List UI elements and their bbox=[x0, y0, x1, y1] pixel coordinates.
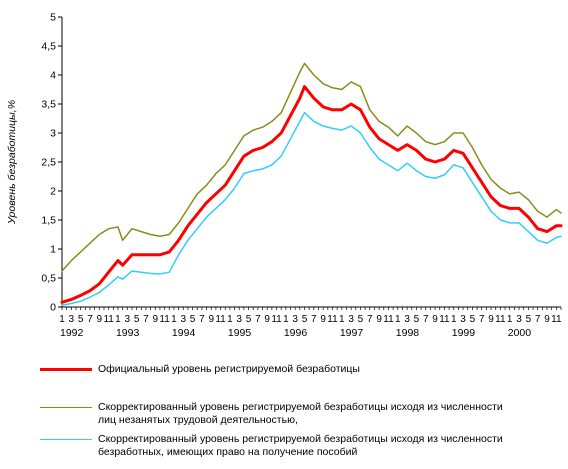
y-axis-label: Уровень безработицы,% bbox=[6, 100, 18, 225]
x-tick-label: 9 bbox=[488, 314, 494, 325]
x-tick-label: 5 bbox=[414, 314, 420, 325]
x-tick-label: 11 bbox=[383, 314, 394, 325]
legend-label-official: Официальный уровень регистрируемой безра… bbox=[98, 363, 360, 375]
x-tick-label: 11 bbox=[159, 314, 170, 325]
x-tick-label: 1 bbox=[451, 314, 457, 325]
x-tick-label: 11 bbox=[439, 314, 450, 325]
x-year-label: 1994 bbox=[172, 327, 196, 339]
x-tick-label: 1 bbox=[395, 314, 401, 325]
x-tick-label: 9 bbox=[208, 314, 214, 325]
x-year-label: 1996 bbox=[284, 327, 308, 339]
x-tick-label: 5 bbox=[78, 314, 84, 325]
x-tick-label: 11 bbox=[327, 314, 338, 325]
x-tick-label: 9 bbox=[320, 314, 326, 325]
x-tick-label: 5 bbox=[358, 314, 364, 325]
x-tick-label: 11 bbox=[551, 314, 562, 325]
x-tick-label: 3 bbox=[125, 314, 131, 325]
x-tick-label: 9 bbox=[544, 314, 550, 325]
y-tick-label: 2 bbox=[50, 186, 56, 198]
series-layer bbox=[60, 62, 563, 307]
x-tick-label: 5 bbox=[246, 314, 252, 325]
y-tick-label: 5 bbox=[50, 12, 56, 24]
x-tick-label: 9 bbox=[152, 314, 158, 325]
x-tick-label: 3 bbox=[348, 314, 354, 325]
x-tick-label: 7 bbox=[255, 314, 261, 325]
y-tick-label: 3 bbox=[50, 128, 56, 140]
x-tick-label: 5 bbox=[526, 314, 532, 325]
x-tick-label: 3 bbox=[516, 314, 522, 325]
x-year-label: 1995 bbox=[228, 327, 252, 339]
x-tick-label: 11 bbox=[495, 314, 506, 325]
x-tick-label: 7 bbox=[87, 314, 93, 325]
x-tick-label: 3 bbox=[460, 314, 466, 325]
x-tick-label: 1 bbox=[227, 314, 233, 325]
x-tick-label: 7 bbox=[423, 314, 429, 325]
x-tick-label: 1 bbox=[115, 314, 121, 325]
x-tick-label: 3 bbox=[180, 314, 186, 325]
x-tick-label: 3 bbox=[236, 314, 242, 325]
x-tick-label: 5 bbox=[470, 314, 476, 325]
x-tick-label: 9 bbox=[432, 314, 438, 325]
y-tick-label: 1 bbox=[50, 244, 56, 256]
x-tick-label: 7 bbox=[311, 314, 317, 325]
y-tick-label: 4 bbox=[50, 70, 56, 82]
x-tick-label: 11 bbox=[271, 314, 282, 325]
x-tick-label: 9 bbox=[97, 314, 103, 325]
y-tick-label: 4,5 bbox=[41, 41, 56, 53]
x-year-label: 1993 bbox=[116, 327, 140, 339]
y-tick-label: 1,5 bbox=[41, 215, 56, 227]
x-tick-label: 5 bbox=[302, 314, 308, 325]
y-tick-label: 0 bbox=[50, 302, 56, 314]
x-tick-label: 7 bbox=[479, 314, 485, 325]
x-tick-label: 1 bbox=[59, 314, 65, 325]
x-tick-label: 7 bbox=[143, 314, 149, 325]
y-axis: 0 0,5 1 1,5 2 2,5 3 3,5 4 4,5 5 bbox=[41, 12, 63, 314]
x-tick-label: 5 bbox=[190, 314, 196, 325]
legend-swatch-adjusted-non-employed bbox=[40, 407, 92, 408]
x-tick-label: 7 bbox=[199, 314, 205, 325]
x-tick-label: 11 bbox=[215, 314, 226, 325]
x-tick-label: 3 bbox=[404, 314, 410, 325]
y-tick-label: 3,5 bbox=[41, 99, 56, 111]
x-tick-label: 3 bbox=[69, 314, 75, 325]
x-year-label: 1998 bbox=[396, 327, 420, 339]
legend-label-adjusted-non-employed: Скорректированный уровень регистрируемой… bbox=[98, 401, 503, 426]
x-tick-label: 11 bbox=[103, 314, 114, 325]
x-tick-label: 5 bbox=[134, 314, 140, 325]
x-year-label: 1999 bbox=[452, 327, 476, 339]
x-tick-label: 1 bbox=[171, 314, 177, 325]
y-tick-label: 2,5 bbox=[41, 157, 56, 169]
x-year-label: 1992 bbox=[60, 327, 84, 339]
x-tick-label: 1 bbox=[507, 314, 513, 325]
x-tick-label: 9 bbox=[264, 314, 270, 325]
x-tick-label: 7 bbox=[367, 314, 373, 325]
x-tick-label: 3 bbox=[292, 314, 298, 325]
series-line-2 bbox=[61, 111, 562, 307]
legend-label-adjusted-benefit: Скорректированный уровень регистрируемой… bbox=[98, 433, 503, 458]
series-line-0 bbox=[60, 85, 563, 304]
legend-swatch-adjusted-benefit bbox=[40, 439, 92, 440]
x-tick-label: 9 bbox=[376, 314, 382, 325]
x-tick-label: 7 bbox=[535, 314, 541, 325]
y-tick-label: 0,5 bbox=[41, 273, 56, 285]
x-year-label: 2000 bbox=[508, 327, 532, 339]
x-year-label: 1997 bbox=[340, 327, 364, 339]
legend-swatch-official bbox=[40, 368, 92, 371]
x-tick-label: 1 bbox=[339, 314, 345, 325]
x-tick-label: 1 bbox=[283, 314, 289, 325]
x-axis: 1 3 5 7 9 11 1 3 5 7 9 11 1 3 5 7 9 11 1 3 5 7 9 11 1 3 5 7 9 11 1 3 5 7 9… bbox=[59, 306, 562, 339]
series-line-1 bbox=[61, 62, 562, 272]
